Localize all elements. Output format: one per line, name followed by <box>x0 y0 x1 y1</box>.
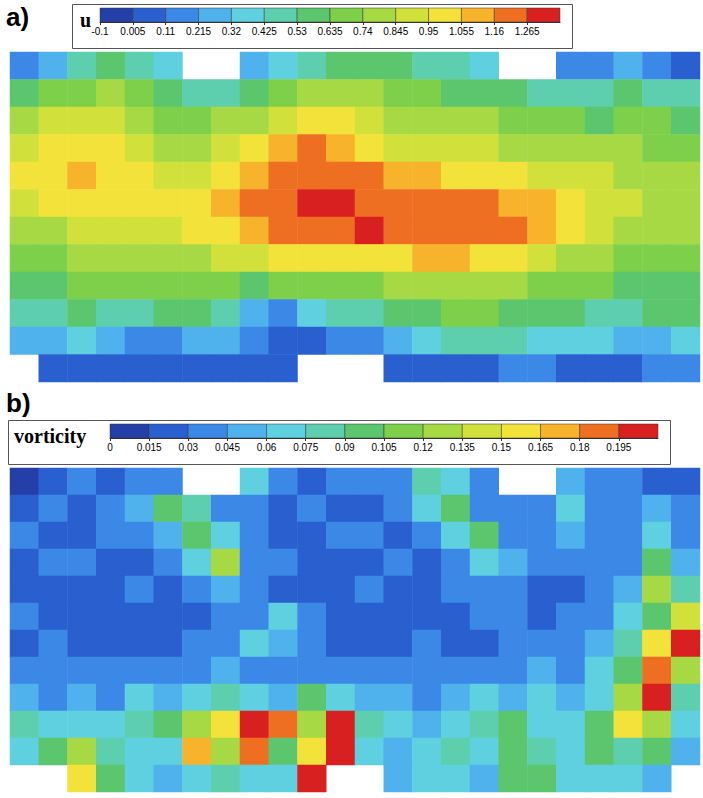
svg-text:0.18: 0.18 <box>570 442 590 453</box>
svg-text:0.32: 0.32 <box>222 26 242 37</box>
svg-text:0.845: 0.845 <box>383 26 408 37</box>
svg-text:0.195: 0.195 <box>606 442 631 453</box>
svg-text:0.53: 0.53 <box>287 26 307 37</box>
svg-text:1.16: 1.16 <box>485 26 505 37</box>
svg-text:0.045: 0.045 <box>215 442 240 453</box>
svg-text:0.165: 0.165 <box>528 442 553 453</box>
svg-text:1.055: 1.055 <box>449 26 474 37</box>
svg-text:u: u <box>80 9 91 31</box>
svg-text:0.075: 0.075 <box>293 442 318 453</box>
svg-text:1.265: 1.265 <box>515 26 540 37</box>
svg-text:0.135: 0.135 <box>450 442 475 453</box>
svg-text:0.005: 0.005 <box>120 26 145 37</box>
svg-text:0.12: 0.12 <box>413 442 433 453</box>
svg-text:-0.1: -0.1 <box>91 26 109 37</box>
svg-text:0.11: 0.11 <box>156 26 175 37</box>
svg-text:0.15: 0.15 <box>492 442 512 453</box>
svg-text:b): b) <box>6 388 31 418</box>
svg-text:0.635: 0.635 <box>317 26 342 37</box>
svg-text:0.03: 0.03 <box>179 442 199 453</box>
svg-text:0.215: 0.215 <box>186 26 211 37</box>
svg-text:0.09: 0.09 <box>335 442 355 453</box>
svg-text:0.06: 0.06 <box>257 442 277 453</box>
svg-text:0.74: 0.74 <box>353 26 373 37</box>
svg-text:0: 0 <box>107 442 113 453</box>
svg-text:0.425: 0.425 <box>252 26 277 37</box>
svg-text:0.105: 0.105 <box>371 442 396 453</box>
svg-text:0.95: 0.95 <box>419 26 439 37</box>
svg-text:vorticity: vorticity <box>14 425 86 448</box>
svg-text:a): a) <box>6 2 29 32</box>
svg-text:0.015: 0.015 <box>137 442 162 453</box>
